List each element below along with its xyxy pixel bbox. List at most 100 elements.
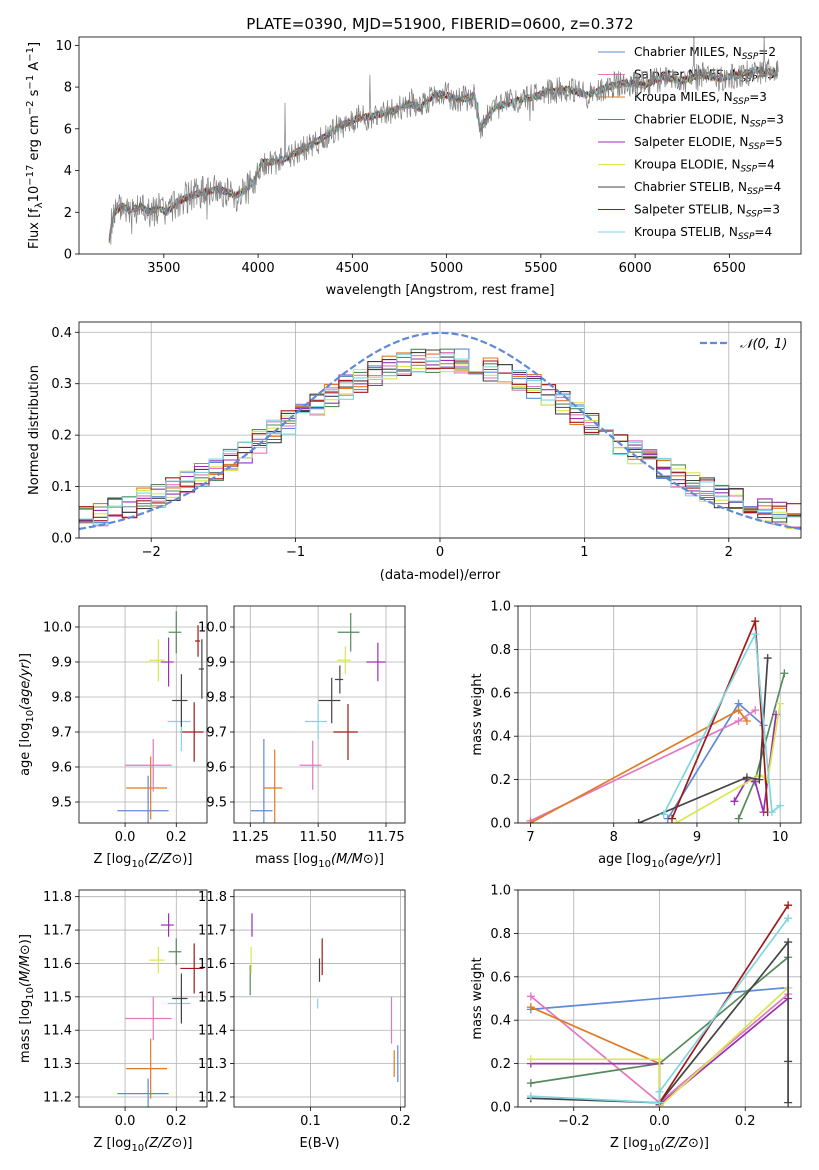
mass-weight-vs-age-plot-area: [526, 617, 789, 823]
y-axis-label: Normed distribution: [27, 365, 42, 495]
y-tick-label: 11.8: [43, 890, 72, 905]
y-tick-label: 11.7: [43, 924, 72, 939]
residuals-axes: −2 −1 0 1 2 0.0 0.1 0.2 0.3 0.4 𝒩(0, 1) (data-model…: [27, 322, 801, 583]
y-tick-label: 0: [64, 248, 72, 263]
y-axis-label: age [log10(age/yr)]: [18, 653, 36, 776]
y-axis-label: mass [log10(M/M⊙)]: [18, 934, 36, 1063]
mass-weight-vs-Z-plot-area: [526, 901, 793, 1107]
y-tick-label: 9.6: [206, 761, 227, 776]
y-tick-label: 0.8: [490, 927, 511, 942]
mass-weight-marker: [734, 814, 743, 823]
mass-weight-vs-age-frame: [517, 605, 802, 824]
mass-weight-marker: [784, 1098, 793, 1107]
y-tick-label: 0.0: [51, 532, 72, 547]
y-tick-label: 0.4: [490, 730, 511, 745]
y-tick-label: 0.0: [490, 1101, 511, 1116]
x-axis-label: wavelength [Angstrom, rest frame]: [326, 283, 555, 298]
x-tick-label: 0.0: [115, 1114, 136, 1129]
mass-weight-line: [530, 986, 789, 1107]
x-axis-label: mass [log10(M/M⊙)]: [255, 852, 384, 870]
x-tick-label: −2: [142, 545, 161, 560]
y-tick-label: 1.0: [490, 884, 511, 899]
x-tick-label: 0.0: [115, 830, 136, 845]
x-tick-label: 6000: [619, 261, 652, 276]
x-tick-label: 10: [772, 830, 789, 845]
mass-weight-marker: [755, 775, 764, 784]
age-vs-mass-axes: 11.25 11.50 11.75 9.5 9.6 9.7 9.8 9.9 10.0 mass […: [198, 606, 405, 870]
mass-vs-EBV-axes: 0.1 0.2 11.2 11.3 11.4 11.5 11.6 11.7 11.8 E(B-V): [198, 890, 411, 1151]
y-tick-label: 0.0: [490, 817, 511, 832]
mass-weight-marker: [780, 669, 789, 678]
x-tick-label: 0.1: [300, 1114, 321, 1129]
mass-weight-marker: [672, 819, 681, 823]
mass-weight-marker: [784, 901, 793, 910]
y-tick-label: 11.4: [43, 1024, 72, 1039]
mass-weight-marker: [751, 706, 760, 715]
residual-histogram-step: [79, 359, 801, 522]
data-spectrum-line: [108, 37, 779, 245]
legend-label: Kroupa ELODIE, NSSP=4: [634, 158, 775, 175]
mass-weight-marker: [734, 717, 743, 726]
x-tick-label: 8: [610, 830, 618, 845]
x-tick-label: 1: [580, 545, 588, 560]
legend-label: Chabrier STELIB, NSSP=4: [634, 180, 781, 197]
y-tick-label: 0.2: [51, 429, 72, 444]
mass-weight-marker: [526, 992, 535, 1001]
y-tick-label: 11.4: [198, 1024, 227, 1039]
mass-weight-marker: [776, 801, 785, 810]
mass-weight-marker: [655, 1098, 664, 1107]
residual-histogram-step: [79, 356, 801, 530]
y-tick-label: 11.5: [198, 990, 227, 1005]
y-tick-label: 9.6: [51, 761, 72, 776]
x-tick-label: 0.2: [166, 830, 187, 845]
mass-weight-line: [675, 703, 782, 823]
y-tick-label: 0.6: [490, 970, 511, 985]
x-tick-label: 0.0: [649, 1114, 670, 1129]
y-tick-label: 0.3: [51, 377, 72, 392]
x-tick-label: 0.2: [166, 1114, 187, 1129]
mass-weight-marker: [784, 1057, 793, 1066]
y-tick-label: 11.3: [198, 1057, 227, 1072]
y-tick-label: 11.2: [43, 1090, 72, 1105]
figure-title: PLATE=0390, MJD=51900, FIBERID=0600, z=0…: [246, 15, 633, 33]
x-tick-label: 7: [526, 830, 534, 845]
x-axis-label: age [log10(age/yr)]: [598, 852, 721, 870]
mass-weight-marker: [526, 1003, 535, 1012]
x-tick-label: 11.50: [300, 830, 337, 845]
y-axis-label: Flux [fλ10−17 erg cm−2 s−1 A−1]: [25, 42, 45, 249]
y-tick-label: 11.6: [198, 957, 227, 972]
y-tick-label: 9.9: [51, 656, 72, 671]
x-axis-label: E(B-V): [299, 1136, 339, 1151]
normal-legend-label: 𝒩(0, 1): [740, 337, 787, 352]
x-tick-label: 11.75: [367, 830, 404, 845]
y-tick-label: 11.6: [43, 957, 72, 972]
mass-weight-line: [530, 1006, 661, 1105]
age-vs-Z-plot-area: [117, 611, 204, 823]
mass-weight-line: [638, 658, 769, 823]
y-tick-label: 11.3: [43, 1057, 72, 1072]
y-tick-label: 10.0: [198, 621, 227, 636]
mass-weight-marker: [659, 810, 668, 819]
mass-weight-marker: [751, 630, 760, 639]
mass-weight-line: [662, 631, 781, 815]
legend-label: Kroupa STELIB, NSSP=4: [634, 225, 772, 242]
mass-weight-marker: [634, 819, 643, 823]
y-axis-label: mass weight: [470, 673, 485, 755]
mass-weight-marker: [667, 814, 676, 823]
x-tick-label: 2: [725, 545, 733, 560]
y-tick-label: 0.6: [490, 686, 511, 701]
x-axis-label: Z [log10(Z/Z⊙)]: [610, 1136, 709, 1154]
mass-weight-marker: [655, 1055, 664, 1064]
x-axis-label: Z [log10(Z/Z⊙)]: [94, 852, 193, 870]
y-tick-label: 8: [64, 81, 72, 96]
age-vs-mass-plot-area: [250, 613, 386, 823]
x-tick-label: 0.2: [735, 1114, 756, 1129]
y-tick-label: 11.7: [198, 924, 227, 939]
x-tick-label: 6500: [713, 261, 746, 276]
age-vs-Z-axes: 0.0 0.2 9.5 9.6 9.7 9.8 9.9 10.0 Z [log10(Z/Z⊙)]…: [18, 606, 207, 870]
y-tick-label: 0.4: [51, 326, 72, 341]
mass-weight-marker: [742, 773, 751, 782]
x-tick-label: 5500: [524, 261, 557, 276]
panels: 3500 4000 4500 5000 5500 6000 65000246810wavel…: [18, 36, 802, 1154]
